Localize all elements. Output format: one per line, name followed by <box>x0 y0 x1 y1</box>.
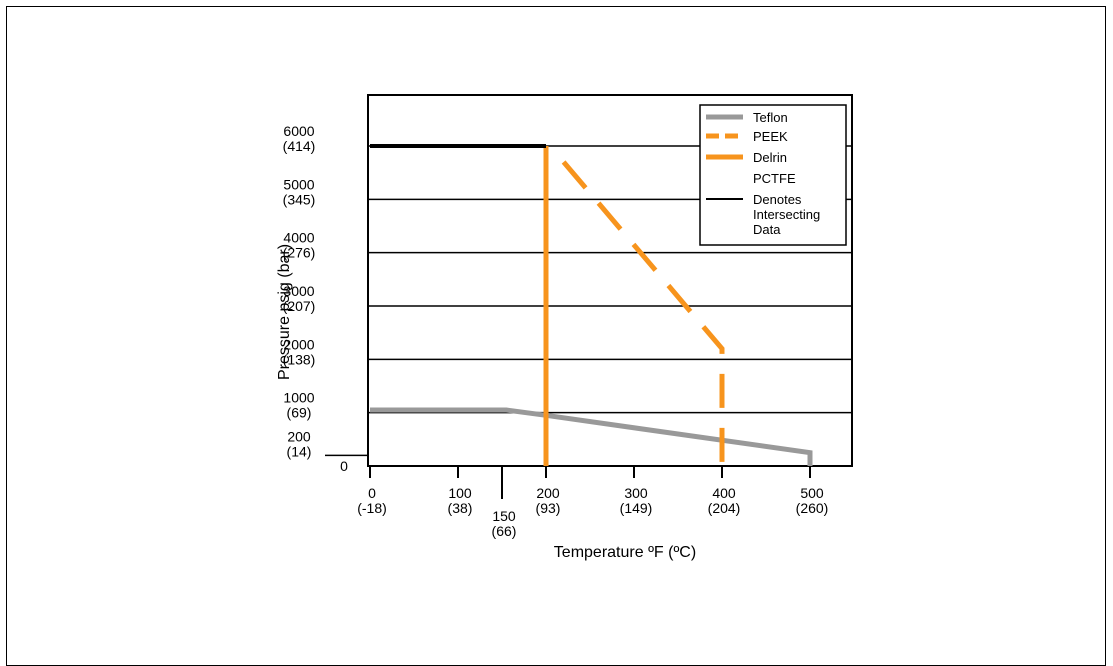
x-tick-sublabel: (204) <box>708 500 741 516</box>
y-tick-sublabel: (14) <box>287 443 312 459</box>
legend-label: Delrin <box>753 150 787 165</box>
y-tick-sublabel: (276) <box>283 245 316 261</box>
x-tick-sublabel: (93) <box>536 500 561 516</box>
y-tick-label: 4000 <box>283 230 314 246</box>
legend-label: PEEK <box>753 129 788 144</box>
y-tick-label: 6000 <box>283 123 314 139</box>
y-tick-sublabel: (69) <box>287 405 312 421</box>
x-axis-ticks: 0(-18)100(38) 150(66)200(93)300(149)400(2… <box>357 466 828 539</box>
legend-label: Teflon <box>753 110 788 125</box>
legend-box <box>699 104 847 246</box>
y-tick-label: 3000 <box>283 283 314 299</box>
legend-label: PCTFE <box>753 171 796 186</box>
x-tick-sublabel: (149) <box>620 500 653 516</box>
x-tick-label: 500 <box>800 485 824 501</box>
legend: Teflon PEEK Delrin PCTFE Denotes Intersecting… <box>699 104 847 246</box>
y-tick-sublabel: (345) <box>283 191 316 207</box>
series-line-peek <box>561 160 725 466</box>
y-tick-sublabel: (138) <box>283 351 316 367</box>
y-tick-sublabel: (414) <box>283 138 316 154</box>
x-tick-sublabel: (260) <box>796 500 829 516</box>
x-tick-label: 150 <box>492 508 516 524</box>
series-lines <box>370 144 813 466</box>
x-tick-sublabel: (38) <box>448 500 473 516</box>
x-tick-label: 100 <box>448 485 472 501</box>
x-tick-label: 200 <box>536 485 560 501</box>
legend-label: Denotes Intersecting Data <box>753 192 820 237</box>
plot-area <box>367 94 853 467</box>
x-tick-label: 400 <box>712 485 736 501</box>
y-tick-label: 0 <box>340 458 348 474</box>
x-tick-sublabel: (-18) <box>357 500 387 516</box>
series-line-teflon <box>370 407 813 466</box>
y-tick-label: 200 <box>287 428 311 444</box>
x-tick-sublabel: (66) <box>492 523 517 539</box>
y-axis-title: Pressure psig (bar) <box>276 244 293 380</box>
y-tick-label: 2000 <box>283 336 314 352</box>
x-tick-label: 0 <box>368 485 376 501</box>
x-tick-label: 300 <box>624 485 648 501</box>
y-tick-sublabel: (207) <box>283 298 316 314</box>
y-tick-label: 1000 <box>283 390 314 406</box>
y-axis-ticks: 6000(414)5000(345)4000(276)3000(207)2000… <box>283 123 348 474</box>
y-tick-label: 5000 <box>283 176 314 192</box>
x-axis-title: Temperature ºF (ºC) <box>554 544 696 561</box>
